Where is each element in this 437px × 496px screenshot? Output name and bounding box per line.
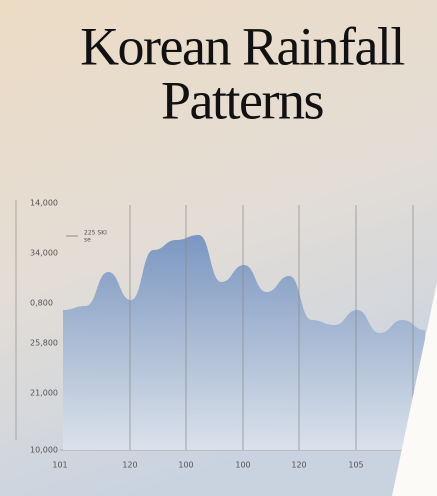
x-tick-label: 120 (291, 461, 306, 470)
x-tick-label: 120 (122, 461, 137, 470)
title: Patterns (161, 70, 323, 130)
y-tick-label: 10,000 (30, 446, 58, 455)
legend-sub: se (84, 237, 91, 244)
title: Korean Rainfall (80, 16, 404, 76)
y-tick-label: 0,800 (30, 299, 53, 308)
x-tick-label: 105 (348, 461, 363, 470)
y-tick-label: 34,000 (30, 249, 58, 258)
paper-corner (392, 282, 437, 496)
x-tick-label: 100 (178, 461, 193, 470)
y-tick-label: 14,000 (30, 199, 58, 208)
legend-label: 225 SKI (84, 230, 107, 237)
y-tick-label: 25,800 (30, 339, 58, 348)
rainfall-area (63, 235, 425, 450)
x-tick-label: 100 (235, 461, 250, 470)
y-tick-label: 21,000 (30, 389, 58, 398)
x-tick-label: 101 (52, 461, 67, 470)
